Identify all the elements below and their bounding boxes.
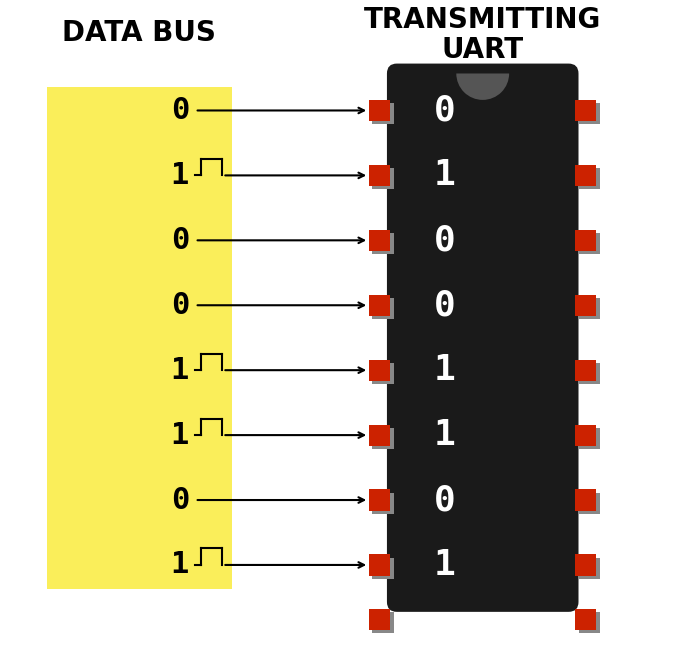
Bar (575, 554, 596, 576)
Bar (575, 359, 596, 381)
Text: 1: 1 (171, 421, 189, 450)
Bar (369, 490, 390, 510)
FancyBboxPatch shape (387, 63, 579, 612)
Wedge shape (456, 73, 509, 100)
Bar (575, 165, 596, 186)
Bar (579, 298, 600, 319)
Bar (579, 558, 600, 579)
Text: 0: 0 (171, 291, 189, 320)
Bar (372, 363, 394, 384)
Text: 0: 0 (434, 94, 456, 128)
Bar (579, 428, 600, 449)
Bar (369, 295, 390, 316)
Bar (579, 493, 600, 514)
Bar (369, 100, 390, 121)
Text: 1: 1 (434, 353, 456, 387)
Bar (575, 425, 596, 446)
Bar (369, 609, 390, 630)
Text: 0: 0 (171, 96, 189, 125)
Bar (372, 558, 394, 579)
Bar (369, 165, 390, 186)
Bar (372, 612, 394, 633)
Text: 0: 0 (434, 223, 456, 257)
Bar (47, 87, 232, 589)
Text: 1: 1 (434, 158, 456, 192)
Text: 1: 1 (171, 550, 189, 579)
Text: 1: 1 (434, 418, 456, 452)
Text: 1: 1 (171, 355, 189, 385)
Bar (579, 363, 600, 384)
Bar (369, 230, 390, 251)
Bar (575, 295, 596, 316)
Text: TRANSMITTING: TRANSMITTING (364, 6, 601, 34)
Bar (372, 233, 394, 255)
Bar (575, 490, 596, 510)
Text: UART: UART (442, 35, 524, 63)
Bar (372, 168, 394, 189)
Bar (372, 104, 394, 124)
Bar (579, 612, 600, 633)
Bar (575, 230, 596, 251)
Bar (369, 359, 390, 381)
Bar (369, 554, 390, 576)
Bar (369, 425, 390, 446)
Bar (372, 428, 394, 449)
Bar (575, 100, 596, 121)
Text: 0: 0 (434, 289, 456, 322)
Bar (579, 168, 600, 189)
Bar (372, 493, 394, 514)
Bar (372, 298, 394, 319)
Text: 0: 0 (171, 486, 189, 514)
Bar (579, 104, 600, 124)
Text: DATA BUS: DATA BUS (63, 19, 216, 47)
Bar (575, 609, 596, 630)
Text: 1: 1 (434, 548, 456, 582)
Text: 0: 0 (171, 226, 189, 255)
Text: 1: 1 (171, 161, 189, 190)
Bar (402, 79, 574, 607)
Bar (579, 233, 600, 255)
Text: 0: 0 (434, 483, 456, 517)
